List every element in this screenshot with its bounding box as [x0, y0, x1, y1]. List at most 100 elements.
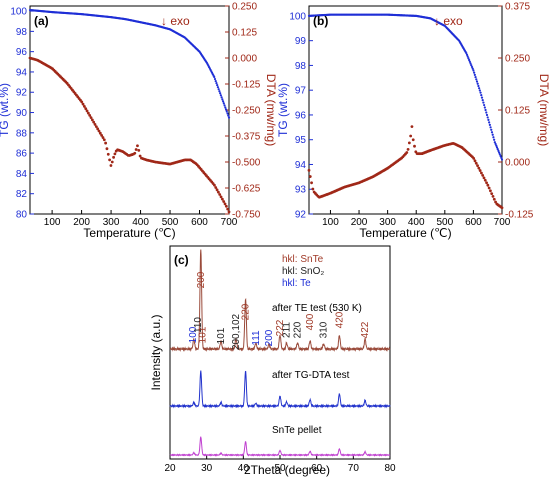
y-right-axis-label: DTA (mw/mg): [264, 74, 278, 146]
tg-point: [473, 71, 476, 74]
dta-point: [474, 161, 478, 165]
tg-point: [222, 100, 225, 103]
tg-point: [216, 86, 220, 89]
y-right-tick-label: 0.250: [505, 54, 530, 65]
tg-point: [472, 69, 475, 72]
dta-point: [410, 125, 414, 129]
dta-point: [90, 118, 94, 122]
dta-point: [308, 175, 312, 178]
tg-point: [484, 108, 487, 112]
dta-point: [310, 181, 313, 185]
tg-point: [486, 116, 489, 119]
tg-point: [498, 153, 501, 156]
x-tick-label: 700: [221, 217, 238, 228]
tg-point: [218, 90, 221, 93]
tg-point: [475, 80, 479, 83]
y-left-tick-label: 82: [16, 189, 28, 200]
y-left-tick-label: 96: [16, 47, 28, 58]
y-left-tick-label: 86: [16, 149, 28, 160]
tg-point: [214, 79, 217, 83]
y-left-axis-label: TG (wt.%): [0, 83, 11, 137]
tg-point: [470, 65, 474, 69]
dta-point: [100, 133, 104, 137]
dta-point: [98, 131, 102, 135]
tg-point: [225, 110, 228, 113]
x-tick-label: 40: [238, 463, 250, 474]
x-tick-label: 600: [465, 217, 482, 228]
x-tick-label: 500: [436, 217, 453, 228]
dta-point: [476, 164, 479, 168]
dta-point: [220, 197, 224, 201]
tg-point: [217, 88, 220, 91]
dta-point: [92, 120, 96, 124]
tg-point: [221, 98, 224, 101]
tg-point: [498, 151, 501, 154]
peak-label: 111: [251, 330, 262, 346]
peak-label: 400: [305, 313, 316, 330]
tg-point: [475, 78, 478, 81]
tg-point: [224, 108, 228, 111]
dta-point: [227, 210, 231, 214]
dta-point: [483, 178, 487, 182]
x-tick-label: 20: [164, 463, 176, 474]
xrd-series-line-2: [169, 435, 391, 457]
panel-label: (c): [174, 253, 189, 267]
dta-point: [213, 183, 216, 187]
tg-point: [481, 98, 484, 102]
tg-point: [483, 106, 486, 109]
y-right-tick-label: 0.250: [232, 2, 257, 13]
y-left-tick-label: 96: [295, 110, 307, 121]
tg-point: [480, 94, 483, 97]
tg-point: [495, 146, 499, 149]
legend-entry: hkl: SnTe: [282, 254, 324, 265]
dta-point: [80, 100, 84, 104]
dta-point: [411, 138, 415, 142]
dta-point: [216, 190, 220, 194]
x-axis-label: Temperature (℃): [359, 226, 451, 240]
x-tick-label: 100: [322, 217, 339, 228]
dta-point: [489, 189, 492, 193]
x-tick-label: 300: [379, 217, 396, 228]
dta-point: [113, 152, 117, 156]
y-right-tick-label: -0.125: [232, 80, 261, 91]
tg-point: [470, 64, 473, 67]
tg-point: [493, 138, 496, 141]
dta-point: [409, 134, 413, 138]
panel-label: (b): [313, 14, 328, 28]
y-right-tick-label: -0.750: [232, 210, 261, 221]
peak-label: 200,102: [231, 313, 242, 350]
dta-point: [406, 148, 410, 151]
tg-point: [488, 121, 491, 124]
tg-point: [497, 149, 500, 152]
dta-point: [311, 187, 315, 191]
dta-point: [136, 144, 139, 148]
dta-point: [215, 188, 219, 192]
dta-point: [93, 122, 97, 126]
y-right-tick-label: 0.375: [505, 2, 530, 13]
tg-point: [500, 158, 504, 161]
x-tick-label: 400: [132, 217, 149, 228]
y-left-tick-label: 100: [289, 11, 306, 22]
dta-point: [105, 147, 109, 151]
dta-point: [102, 138, 106, 142]
legend-entry: hkl: SnO₂: [282, 266, 324, 277]
dta-point: [104, 141, 108, 145]
dta-point: [487, 186, 491, 190]
plot-frame-b: [308, 5, 503, 215]
y-right-tick-label: 0.125: [232, 28, 257, 39]
x-tick-label: 60: [311, 463, 323, 474]
x-tick-label: 500: [162, 217, 179, 228]
dta-point: [112, 155, 115, 159]
y-right-tick-label: 0.000: [505, 158, 530, 169]
dta-point: [137, 148, 141, 152]
y-left-tick-label: 98: [16, 27, 28, 38]
tg-point: [223, 104, 226, 107]
dta-point: [481, 174, 485, 177]
tg-point: [469, 62, 472, 65]
peak-label: 101: [216, 327, 227, 344]
tg-point: [480, 96, 484, 99]
tg-point: [495, 144, 498, 147]
peak-label: 100: [188, 326, 199, 343]
dta-point: [109, 164, 113, 167]
dta-point: [477, 166, 481, 170]
